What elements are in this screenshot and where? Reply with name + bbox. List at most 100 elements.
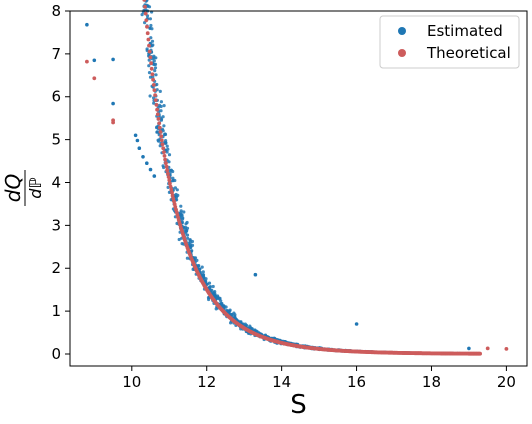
y-tick-label: 5 [51,131,61,149]
estimated-point [155,88,159,92]
estimated-point [164,139,168,143]
estimated-point [165,144,169,148]
x-tick-label: 14 [272,373,291,391]
theoretical-point [151,83,156,87]
estimated-point [185,256,189,260]
y-axis-label-numerator: dQ [1,174,25,202]
estimated-point [189,245,193,249]
estimated-point [161,115,165,119]
theoretical-point [152,88,157,92]
y-tick-label: 7 [51,45,61,63]
estimated-point [149,23,153,28]
estimated-point [161,129,165,133]
estimated-point [201,270,205,274]
estimated-point [167,160,171,164]
theoretical-point [167,178,172,183]
theoretical-point [149,61,154,66]
estimated-point [213,290,217,294]
x-axis-label: S [290,390,307,420]
estimated-point [171,176,175,180]
theoretical-point [144,18,149,23]
estimated-point [224,305,228,309]
estimated-point [158,89,162,93]
theoretical-point [160,142,165,147]
estimated-point [211,284,215,289]
theoretical-point [147,49,152,54]
theoretical-point [145,24,149,29]
estimated-point [177,237,181,242]
estimated-point [208,285,212,289]
estimated-point [153,66,158,70]
estimated-point [195,258,199,262]
estimated-point [171,179,175,183]
x-tick-label: 10 [122,373,141,391]
y-tick-label: 2 [51,259,61,277]
legend: Estimated Theoretical [379,15,520,69]
theoretical-point [157,121,162,126]
y-tick-label: 3 [51,216,61,234]
y-tick-label: 1 [51,302,61,320]
estimated-point [182,210,186,214]
estimated-point [207,297,211,302]
theoretical-point [162,150,166,155]
y-tick-label: 0 [51,345,61,363]
estimated-point [155,82,159,87]
theoretical-point [485,346,490,351]
x-axis-ticks: 10 12 14 16 18 20 [122,366,516,391]
estimated-point [200,265,204,269]
estimated-point [154,56,158,60]
theoretical-point [153,93,158,97]
estimated-point [111,101,115,106]
estimated-point [133,133,138,138]
estimated-point [147,64,151,68]
estimated-point [161,164,165,168]
estimated-point [92,58,97,63]
theoretical-point [153,98,158,102]
estimated-point [152,174,157,178]
estimated-point [198,267,202,271]
theoretical-point [149,66,154,71]
estimated-point [159,118,163,122]
theoretical-point [158,130,163,134]
estimated-point [162,104,166,108]
estimated-point [216,296,220,300]
estimated-point [184,222,188,226]
y-axis-ticks: 0 1 2 3 4 5 6 7 8 [51,2,70,363]
legend-label-estimated: Estimated [427,22,503,40]
estimated-point [183,227,187,231]
estimated-point [155,130,159,134]
theoretical-point [155,107,160,112]
theoretical-point [163,157,168,162]
estimated-point [148,94,152,98]
estimated-point [135,138,140,143]
x-tick-label: 16 [347,373,366,391]
estimated-point [147,71,152,75]
x-tick-label: 12 [197,373,216,391]
estimated-point [175,188,179,192]
theoretical-point [155,112,160,117]
estimated-point [153,69,157,73]
estimated-point [152,101,156,105]
theoretical-point [143,11,148,16]
estimated-point [140,13,144,17]
theoretical-series [85,0,509,356]
legend-label-theoretical: Theoretical [426,44,511,62]
y-axis-label: dQ dℙ [1,170,45,206]
estimated-point [137,146,142,150]
theoretical-point [157,125,162,130]
x-tick-label: 18 [422,373,441,391]
estimated-point [171,169,175,174]
estimated-point [233,313,237,317]
theoretical-point [159,138,164,143]
estimated-point [157,139,161,143]
estimated-point [111,57,115,62]
theoretical-point [164,164,169,169]
estimated-point [141,155,145,159]
theoretical-point [168,184,173,189]
estimated-point [196,264,200,268]
plot-area-frame [69,10,528,367]
theoretical-point [151,77,156,82]
estimated-point [154,73,158,77]
theoretical-point [170,193,175,198]
